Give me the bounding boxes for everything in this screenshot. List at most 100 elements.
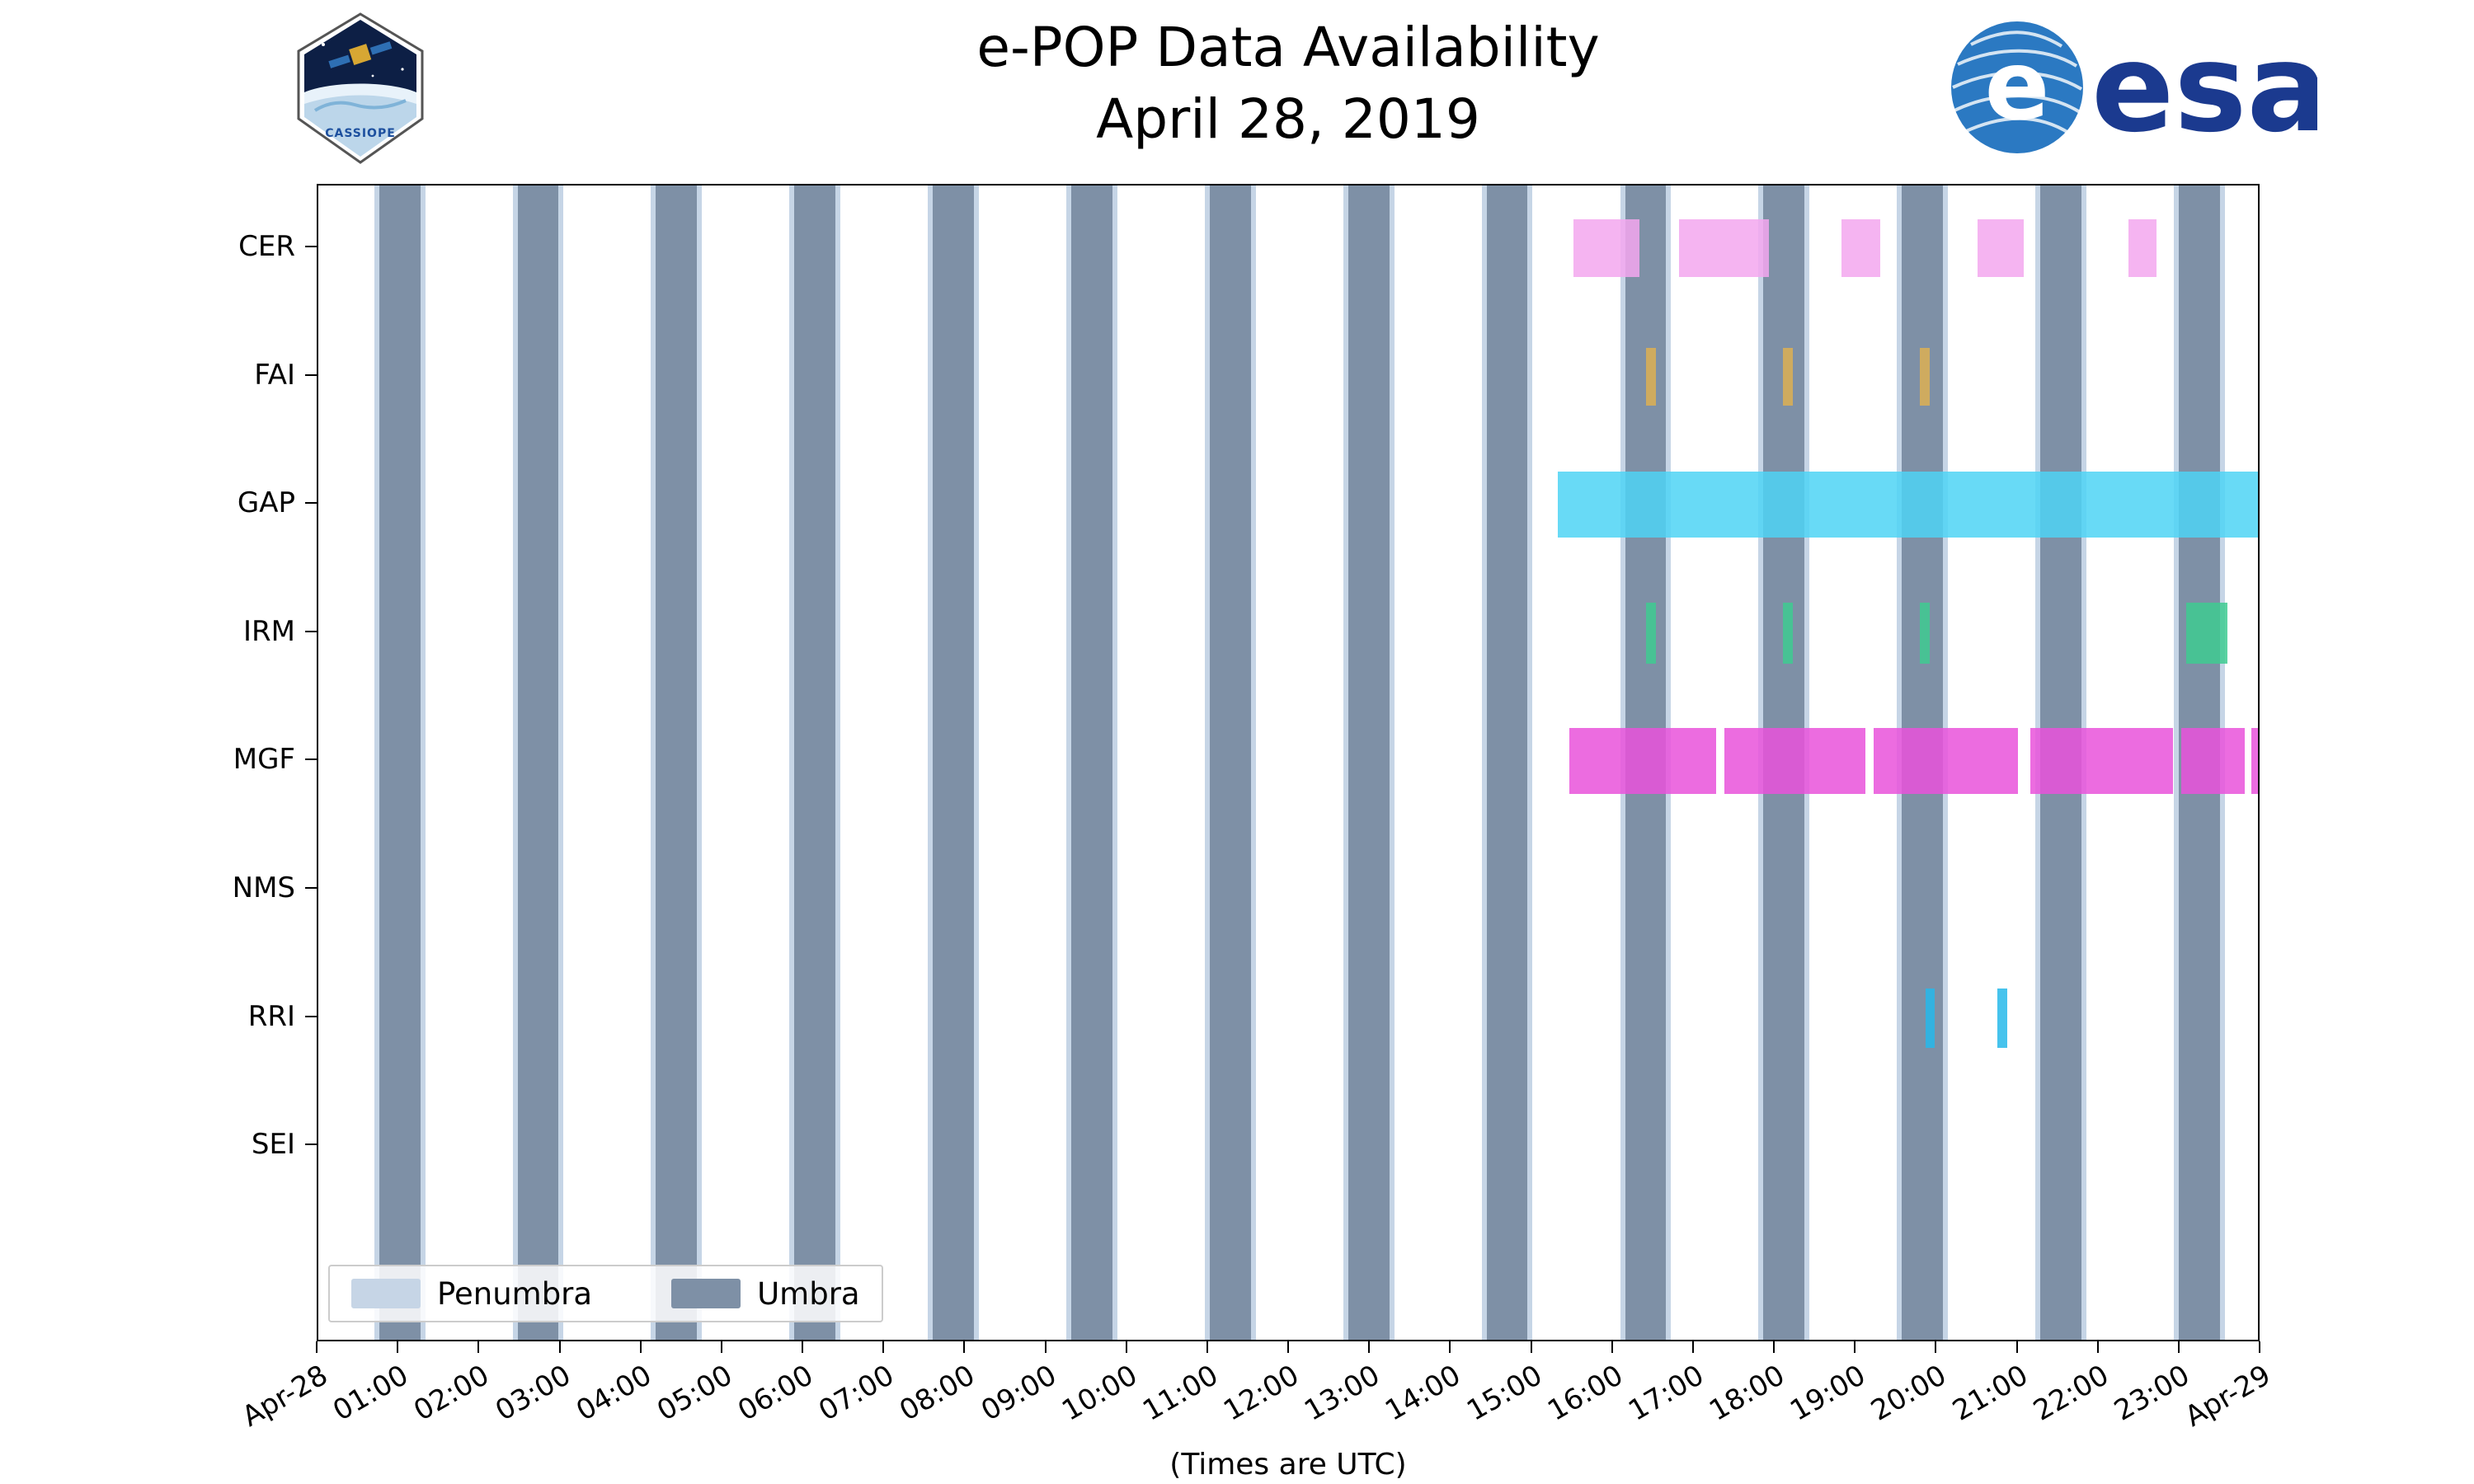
esa-globe-e: e (1985, 31, 2050, 142)
cassiope-mission-patch: CASSIOPE (290, 10, 430, 170)
data-bar-rri (1925, 988, 1935, 1048)
y-tick-mark (305, 1144, 317, 1146)
x-tick-label: Apr-29 (2179, 1359, 2276, 1434)
x-tick-mark (558, 1341, 561, 1353)
x-tick-mark (1044, 1341, 1047, 1353)
y-tick-mark (305, 502, 317, 505)
data-bar-mgf (1569, 728, 1717, 795)
x-tick-label: 19:00 (1785, 1359, 1872, 1428)
chart-title: e-POP Data Availability (976, 16, 1600, 79)
x-tick-label: 10:00 (1056, 1359, 1143, 1428)
x-tick-label: 14:00 (1380, 1359, 1467, 1428)
plot-area (317, 184, 2260, 1341)
cassiope-wordmark: CASSIOPE (325, 127, 396, 140)
data-bar-gap (1557, 472, 2258, 538)
x-tick-label: 09:00 (975, 1359, 1062, 1428)
satellite-icon (328, 41, 393, 68)
x-tick-mark (802, 1341, 803, 1353)
x-tick-mark (2177, 1341, 2180, 1353)
x-tick-mark (639, 1341, 642, 1353)
y-tick-label-fai: FAI (254, 358, 295, 392)
x-tick-label: 04:00 (570, 1359, 657, 1428)
umbra-band (789, 186, 841, 1340)
data-bar-mgf (1724, 728, 1865, 795)
x-tick-label: 11:00 (1136, 1359, 1224, 1428)
umbra-band (928, 186, 980, 1340)
data-bar-irm (1919, 602, 1930, 664)
x-tick-label: 13:00 (1299, 1359, 1386, 1428)
y-tick-label-sei: SEI (251, 1128, 295, 1162)
umbra-band (651, 186, 703, 1340)
data-bar-mgf (2180, 728, 2246, 795)
x-tick-label: 15:00 (1460, 1359, 1548, 1428)
x-tick-label: 02:00 (408, 1359, 496, 1428)
x-tick-label: 16:00 (1541, 1359, 1629, 1428)
x-tick-mark (1287, 1341, 1289, 1353)
data-bar-fai (1782, 347, 1793, 406)
data-bar-rri (1997, 988, 2007, 1048)
x-tick-label: 03:00 (489, 1359, 576, 1428)
umbra-label: Umbra (757, 1275, 860, 1312)
x-tick-label: 23:00 (2108, 1359, 2195, 1428)
cassiope-patch-graphic: CASSIOPE (297, 12, 424, 164)
y-tick-mark (305, 758, 317, 761)
data-bar-cer (2128, 219, 2157, 277)
x-tick-mark (1449, 1341, 1451, 1353)
y-tick-label-irm: IRM (243, 614, 295, 648)
x-tick-mark (1125, 1341, 1127, 1353)
y-tick-mark (305, 1015, 317, 1017)
y-tick-label-mgf: MGF (233, 743, 295, 777)
x-tick-mark (2096, 1341, 2099, 1353)
x-axis-label: (Times are UTC) (1169, 1448, 1407, 1482)
x-tick-mark (1611, 1341, 1613, 1353)
x-tick-mark (1206, 1341, 1208, 1353)
data-bar-cer (1841, 219, 1880, 277)
data-bar-mgf (2030, 728, 2173, 795)
umbra-band (1066, 186, 1117, 1340)
y-tick-mark (305, 373, 317, 376)
esa-wordmark: esa (2091, 17, 2317, 159)
y-tick-label-cer: CER (238, 230, 295, 263)
x-tick-label: 20:00 (1865, 1359, 1953, 1428)
data-bar-irm (2185, 602, 2227, 664)
data-bar-cer (1573, 219, 1640, 277)
esa-logo-graphic: e esa (1951, 17, 2329, 159)
umbra-band (374, 186, 426, 1340)
y-tick-label-gap: GAP (237, 486, 295, 520)
x-tick-mark (397, 1341, 399, 1353)
umbra-band (1204, 186, 1256, 1340)
esa-logo: e esa (1946, 15, 2329, 167)
x-tick-label: 08:00 (894, 1359, 981, 1428)
x-tick-label: 17:00 (1622, 1359, 1710, 1428)
x-tick-mark (1691, 1341, 1694, 1353)
y-tick-label-rri: RRI (247, 999, 295, 1033)
data-bar-fai (1645, 347, 1656, 406)
x-tick-label: 22:00 (2027, 1359, 2114, 1428)
data-bar-mgf (2251, 728, 2258, 795)
chart-subtitle: April 28, 2019 (1096, 87, 1480, 152)
data-bar-irm (1645, 602, 1656, 664)
x-tick-label: 21:00 (1946, 1359, 2034, 1428)
x-tick-label: 12:00 (1218, 1359, 1305, 1428)
x-tick-mark (2259, 1341, 2260, 1353)
x-tick-mark (963, 1341, 966, 1353)
data-bar-fai (1919, 347, 1930, 406)
x-tick-mark (316, 1341, 317, 1353)
x-tick-label: 06:00 (732, 1359, 819, 1428)
y-tick-mark (305, 887, 317, 889)
data-bar-mgf (1873, 728, 2018, 795)
x-tick-label: 01:00 (327, 1359, 415, 1428)
chart-title-block: e-POP Data Availability April 28, 2019 (317, 12, 2260, 155)
data-bar-irm (1782, 602, 1793, 664)
x-tick-mark (2015, 1341, 2018, 1353)
penumbra-swatch (351, 1279, 421, 1308)
data-bar-cer (1679, 219, 1770, 277)
x-tick-mark (1368, 1341, 1371, 1353)
x-tick-mark (720, 1341, 722, 1353)
umbra-band (512, 186, 564, 1340)
y-tick-label-nms: NMS (232, 871, 295, 904)
x-tick-mark (1935, 1341, 1937, 1353)
umbra-band (1481, 186, 1533, 1340)
umbra-band (1343, 186, 1395, 1340)
data-bar-cer (1978, 219, 2025, 277)
